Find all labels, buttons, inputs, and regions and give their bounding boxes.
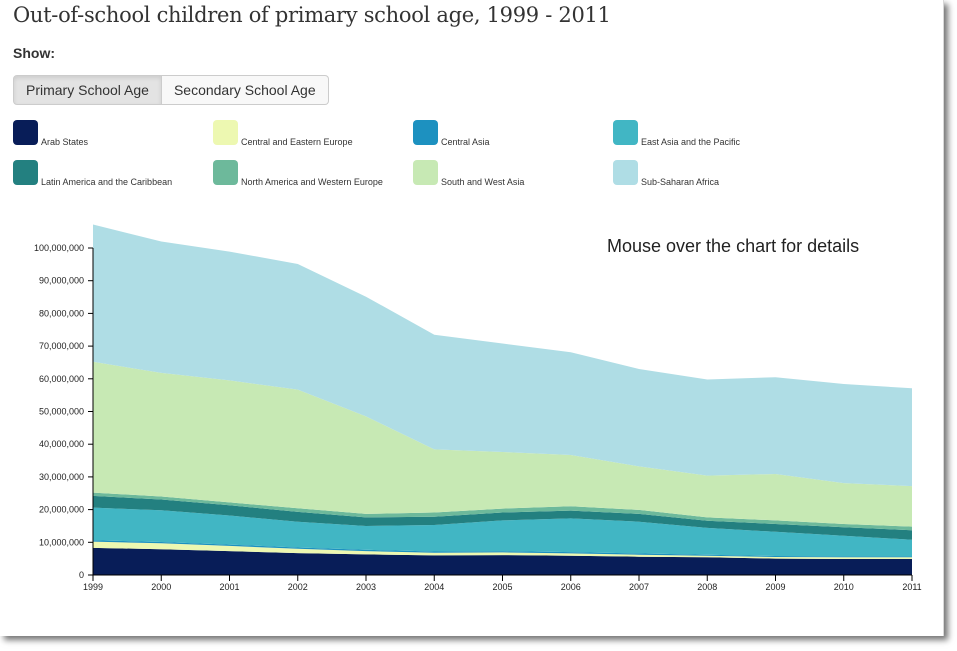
legend-swatch xyxy=(613,120,638,145)
legend-label: Latin America and the Caribbean xyxy=(41,177,173,187)
area-series[interactable] xyxy=(93,492,912,531)
legend-label: North America and Western Europe xyxy=(241,177,383,187)
page-title: Out-of-school children of primary school… xyxy=(13,3,611,27)
y-tick-label: 90,000,000 xyxy=(39,276,84,286)
school-age-toggle: Primary School Age Secondary School Age xyxy=(13,75,329,105)
y-tick-label: 30,000,000 xyxy=(39,472,84,482)
legend-label: East Asia and the Pacific xyxy=(641,137,741,147)
area-series[interactable] xyxy=(93,224,912,487)
secondary-school-age-button[interactable]: Secondary School Age xyxy=(161,75,329,105)
legend-label: South and West Asia xyxy=(441,177,525,187)
x-tick-label: 2011 xyxy=(902,582,921,592)
y-tick-label: 60,000,000 xyxy=(39,374,84,384)
y-tick-label: 40,000,000 xyxy=(39,439,84,449)
legend-label: Central Asia xyxy=(441,137,490,147)
y-tick-label: 20,000,000 xyxy=(39,505,84,515)
chart-legend: Arab States Central and Eastern Europe Cen… xyxy=(13,120,813,190)
y-tick-label: 10,000,000 xyxy=(39,537,84,547)
legend-swatch xyxy=(413,120,438,145)
x-tick-label: 2003 xyxy=(356,582,376,592)
x-tick-label: 1999 xyxy=(83,582,103,592)
y-tick-label: 50,000,000 xyxy=(39,407,84,417)
mouseover-hint: Mouse over the chart for details xyxy=(607,236,860,256)
y-tick-label: 100,000,000 xyxy=(34,243,84,253)
area-series[interactable] xyxy=(93,507,912,557)
legend-swatch xyxy=(413,160,438,185)
area-series[interactable] xyxy=(93,547,912,575)
x-tick-label: 2007 xyxy=(629,582,649,592)
x-tick-label: 2010 xyxy=(834,582,854,592)
legend-swatch xyxy=(213,160,238,185)
legend-label: Arab States xyxy=(41,137,89,147)
legend-swatch xyxy=(13,160,38,185)
x-tick-label: 2000 xyxy=(151,582,171,592)
x-tick-label: 2005 xyxy=(492,582,512,592)
y-tick-label: 0 xyxy=(79,570,84,580)
y-tick-label: 80,000,000 xyxy=(39,308,84,318)
x-tick-label: 2002 xyxy=(288,582,308,592)
x-tick-label: 2009 xyxy=(765,582,785,592)
legend-label: Sub-Saharan Africa xyxy=(641,177,720,187)
y-tick-label: 70,000,000 xyxy=(39,341,84,351)
area-series[interactable] xyxy=(93,541,912,559)
legend-label: Central and Eastern Europe xyxy=(241,137,353,147)
area-series[interactable] xyxy=(93,361,912,527)
legend-swatch xyxy=(213,120,238,145)
primary-school-age-button[interactable]: Primary School Age xyxy=(13,75,162,105)
x-tick-label: 2006 xyxy=(561,582,581,592)
show-label: Show: xyxy=(13,45,55,61)
x-tick-label: 2004 xyxy=(424,582,444,592)
legend-swatch xyxy=(13,120,38,145)
x-tick-label: 2008 xyxy=(697,582,717,592)
x-tick-label: 2001 xyxy=(219,582,239,592)
area-series[interactable] xyxy=(93,495,912,540)
legend-swatch xyxy=(613,160,638,185)
